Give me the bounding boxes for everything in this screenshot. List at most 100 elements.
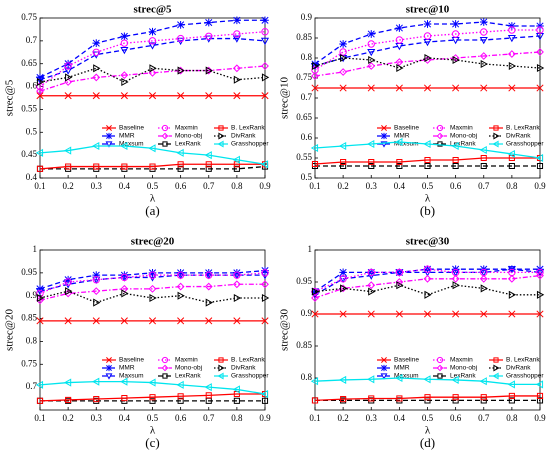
point-marker	[233, 397, 240, 404]
point-marker	[176, 282, 185, 291]
series-line	[39, 163, 265, 170]
point-marker	[177, 165, 184, 172]
point-marker	[507, 50, 516, 58]
point-marker	[424, 394, 431, 401]
point-marker	[368, 162, 375, 170]
y-tick-label: 1	[308, 244, 313, 254]
point-marker	[233, 30, 241, 38]
point-marker	[479, 145, 487, 155]
point-marker	[395, 84, 403, 92]
point-marker	[339, 48, 347, 56]
point-marker	[149, 293, 157, 303]
point-marker	[536, 22, 544, 30]
y-axis-label: strec@30	[279, 309, 291, 351]
legend-label: LexRank	[175, 141, 201, 148]
point-marker	[148, 144, 156, 153]
point-marker	[451, 274, 460, 283]
point-marker	[508, 268, 516, 277]
point-marker	[536, 397, 544, 404]
point-marker	[149, 394, 156, 401]
series-line	[314, 395, 540, 402]
point-marker	[260, 389, 269, 399]
x-tick-label: 0.5	[147, 413, 159, 423]
point-marker	[452, 84, 460, 92]
point-marker	[205, 165, 212, 172]
point-marker	[368, 55, 376, 65]
legend-marker	[161, 364, 169, 372]
point-marker	[121, 163, 128, 170]
series-line	[39, 274, 265, 292]
x-tick-label: 0.3	[91, 413, 103, 423]
y-tick-label: 0.55	[21, 103, 37, 113]
point-marker	[205, 66, 213, 75]
point-marker	[508, 22, 516, 30]
series-line	[39, 393, 265, 402]
point-marker	[396, 162, 403, 170]
point-marker	[36, 293, 45, 303]
point-marker	[148, 271, 157, 279]
point-marker	[36, 317, 44, 325]
legend-label: Grasshopper	[231, 373, 269, 380]
point-marker	[120, 377, 128, 386]
point-marker	[204, 282, 213, 291]
point-marker	[396, 158, 403, 166]
y-tick-label: 0.9	[301, 308, 313, 318]
point-marker	[261, 317, 269, 325]
legend-label: Mono-obj	[175, 133, 202, 140]
legend-marker	[493, 125, 499, 131]
legend-label: Mono-obj	[175, 365, 202, 372]
point-marker	[176, 380, 184, 389]
point-marker	[340, 53, 348, 63]
point-marker	[339, 268, 347, 277]
point-marker	[339, 84, 347, 92]
point-marker	[92, 317, 100, 325]
point-marker	[261, 163, 269, 170]
point-marker	[367, 62, 376, 70]
point-marker	[232, 385, 240, 394]
point-marker	[205, 271, 213, 279]
point-marker	[310, 291, 320, 300]
point-marker	[65, 163, 72, 170]
series-line	[39, 37, 266, 81]
point-marker	[340, 158, 347, 166]
point-marker	[92, 271, 101, 279]
point-marker	[423, 84, 432, 92]
y-tick-label: 0.75	[21, 358, 37, 368]
point-marker	[149, 163, 156, 170]
y-tick-label: 0.55	[296, 152, 312, 162]
legend-label: Grasshopper	[231, 141, 269, 148]
x-tick-label: 0.8	[506, 181, 518, 191]
point-marker	[36, 92, 44, 100]
legend-marker	[437, 373, 443, 379]
point-marker	[205, 317, 213, 325]
point-marker	[310, 143, 319, 153]
y-tick-label: 0.75	[21, 12, 37, 22]
legend-label: Mono-obj	[450, 365, 477, 372]
y-tick-label: 0.85	[21, 313, 37, 323]
point-marker	[261, 73, 270, 82]
x-tick-label: 0.7	[478, 413, 490, 423]
point-marker	[340, 284, 348, 293]
legend-marker	[380, 132, 388, 140]
point-marker	[536, 84, 544, 92]
point-marker	[261, 280, 269, 289]
x-tick-label: 0.4	[394, 413, 406, 423]
legend-marker	[162, 373, 168, 379]
y-tick-label: 1	[33, 244, 38, 254]
series-line	[314, 29, 540, 71]
y-tick-label: 0.45	[21, 149, 37, 159]
legend-marker	[105, 364, 113, 372]
legend-marker	[493, 132, 500, 140]
legend-marker	[381, 125, 387, 131]
point-marker	[396, 395, 403, 402]
x-tick-label: 0.2	[338, 413, 349, 423]
point-marker	[233, 16, 241, 25]
legend-label: Maxmin	[175, 125, 198, 132]
series-line	[314, 141, 541, 159]
x-tick-label: 0.3	[366, 181, 378, 191]
point-marker	[535, 269, 545, 277]
legend-label: Mono-obj	[450, 133, 477, 140]
x-tick-label: 0.5	[422, 181, 434, 191]
legend-marker	[161, 356, 169, 364]
point-marker	[536, 310, 544, 318]
